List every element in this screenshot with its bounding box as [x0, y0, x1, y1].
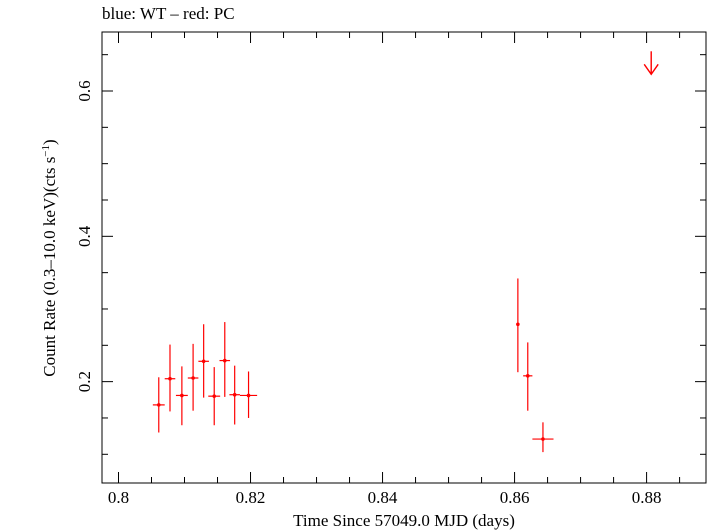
data-point	[229, 365, 240, 425]
point-marker	[168, 376, 172, 381]
chart-title: blue: WT – red: PC	[102, 4, 235, 23]
x-tick-label: 0.88	[632, 488, 662, 507]
data-points	[152, 51, 659, 453]
y-axis-label: Count Rate (0.3–10.0 keV)(cts s−1)	[40, 139, 59, 376]
point-marker	[541, 437, 545, 441]
data-point	[175, 366, 188, 426]
axis-ticks	[102, 32, 706, 483]
y-tick-label: 0.4	[75, 225, 94, 247]
x-axis-label: Time Since 57049.0 MJD (days)	[293, 511, 515, 530]
point-marker	[232, 392, 237, 397]
data-point	[152, 377, 165, 433]
point-marker	[222, 358, 227, 363]
x-tick-label: 0.82	[236, 488, 266, 507]
data-point	[523, 342, 533, 411]
upper-limit-arrow	[643, 51, 659, 76]
tick-labels: 0.8 0.82 0.84 0.86 0.88 0.2 0.4 0.6	[75, 80, 661, 507]
data-point	[208, 367, 221, 426]
point-marker	[201, 359, 206, 364]
x-tick-label: 0.84	[368, 488, 398, 507]
y-tick-label: 0.6	[75, 80, 94, 101]
data-point	[239, 371, 258, 418]
data-point	[164, 344, 176, 412]
y-tick-label: 0.2	[75, 371, 94, 392]
point-marker	[191, 376, 195, 380]
data-point	[187, 343, 199, 411]
plot-frame	[101, 31, 707, 484]
x-tick-label: 0.86	[500, 488, 530, 507]
data-point	[219, 322, 231, 397]
point-marker	[156, 403, 161, 407]
point-marker	[525, 374, 530, 378]
point-marker	[212, 394, 217, 398]
data-point	[198, 324, 209, 398]
data-point	[532, 422, 554, 453]
x-tick-label: 0.8	[108, 488, 129, 507]
point-marker	[180, 393, 184, 398]
point-marker	[516, 322, 520, 327]
arrow-head	[643, 63, 659, 76]
point-marker	[246, 393, 251, 398]
data-point	[516, 278, 520, 373]
